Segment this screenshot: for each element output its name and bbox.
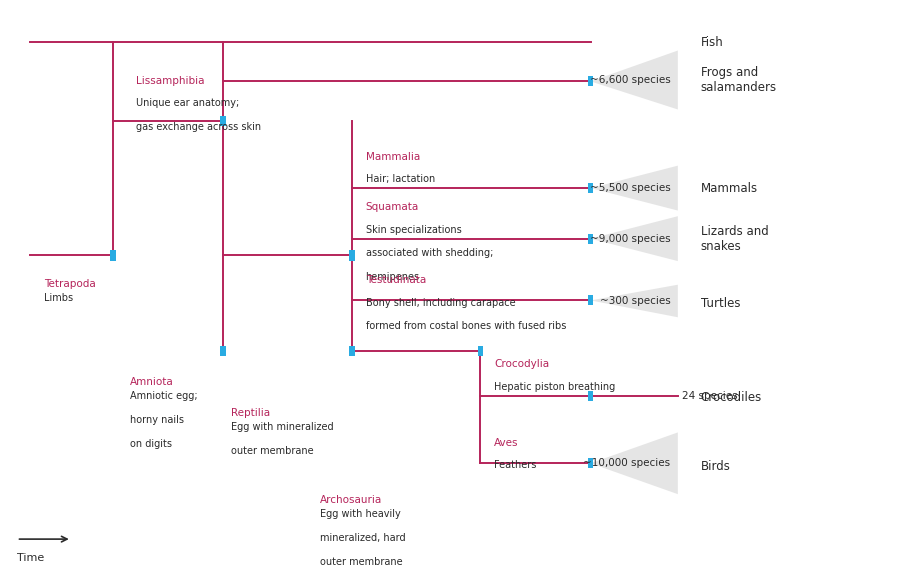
Text: Mammals: Mammals (700, 182, 758, 195)
Text: 24 species: 24 species (683, 391, 738, 401)
Text: Unique ear anatomy;: Unique ear anatomy; (136, 98, 239, 108)
Text: ~9,000 species: ~9,000 species (590, 234, 671, 244)
Text: Squamata: Squamata (366, 202, 419, 212)
Bar (221, 346, 226, 356)
Text: ~10,000 species: ~10,000 species (583, 459, 671, 468)
Text: Amniotic egg;: Amniotic egg; (129, 391, 197, 401)
Text: Egg with heavily: Egg with heavily (320, 509, 400, 520)
Polygon shape (590, 216, 678, 261)
Bar (349, 346, 355, 356)
Bar (588, 459, 593, 468)
Text: gas exchange across skin: gas exchange across skin (136, 122, 261, 132)
Text: ~6,600 species: ~6,600 species (590, 75, 671, 85)
Bar (478, 346, 483, 356)
Bar (588, 77, 593, 86)
Text: mineralized, hard: mineralized, hard (320, 533, 406, 543)
Text: Lissamphibia: Lissamphibia (136, 76, 204, 86)
Text: Tetrapoda: Tetrapoda (44, 279, 96, 289)
Bar (588, 183, 593, 193)
Text: ~300 species: ~300 species (600, 296, 671, 306)
Text: Birds: Birds (700, 460, 731, 473)
Bar (588, 234, 593, 244)
Text: Crocodiles: Crocodiles (700, 391, 762, 404)
Text: Aves: Aves (494, 438, 518, 448)
Text: Hair; lactation: Hair; lactation (366, 174, 435, 184)
Text: Skin specializations: Skin specializations (366, 224, 461, 235)
Polygon shape (590, 432, 678, 494)
Text: Reptilia: Reptilia (231, 408, 270, 419)
Text: Testudinata: Testudinata (366, 275, 426, 285)
Text: Feathers: Feathers (494, 460, 537, 471)
Text: on digits: on digits (129, 439, 172, 449)
Bar (349, 251, 355, 260)
Text: outer membrane: outer membrane (320, 557, 402, 566)
Bar (110, 251, 116, 260)
Text: Archosauria: Archosauria (320, 496, 382, 505)
Polygon shape (590, 50, 678, 110)
Polygon shape (590, 166, 678, 211)
Text: Crocodylia: Crocodylia (494, 359, 549, 369)
Text: Hepatic piston breathing: Hepatic piston breathing (494, 382, 615, 392)
Text: outer membrane: outer membrane (231, 446, 313, 456)
Text: formed from costal bones with fused ribs: formed from costal bones with fused ribs (366, 321, 565, 331)
Text: hemipenes: hemipenes (366, 272, 419, 282)
Text: Frogs and
salamanders: Frogs and salamanders (700, 66, 777, 94)
Text: Limbs: Limbs (44, 293, 73, 303)
Text: Lizards and
snakes: Lizards and snakes (700, 224, 769, 252)
Text: Time: Time (17, 553, 43, 563)
Text: Bony shell, including carapace: Bony shell, including carapace (366, 297, 516, 308)
Text: Egg with mineralized: Egg with mineralized (231, 423, 334, 432)
Text: horny nails: horny nails (129, 415, 184, 425)
Text: associated with shedding;: associated with shedding; (366, 248, 492, 258)
Bar (588, 295, 593, 305)
Bar (588, 391, 593, 401)
Bar (221, 116, 226, 126)
Text: Fish: Fish (700, 35, 723, 49)
Polygon shape (590, 285, 678, 317)
Text: Mammalia: Mammalia (366, 152, 419, 162)
Text: Turtles: Turtles (700, 297, 740, 309)
Text: ~5,500 species: ~5,500 species (590, 183, 671, 193)
Text: Amniota: Amniota (129, 377, 174, 388)
